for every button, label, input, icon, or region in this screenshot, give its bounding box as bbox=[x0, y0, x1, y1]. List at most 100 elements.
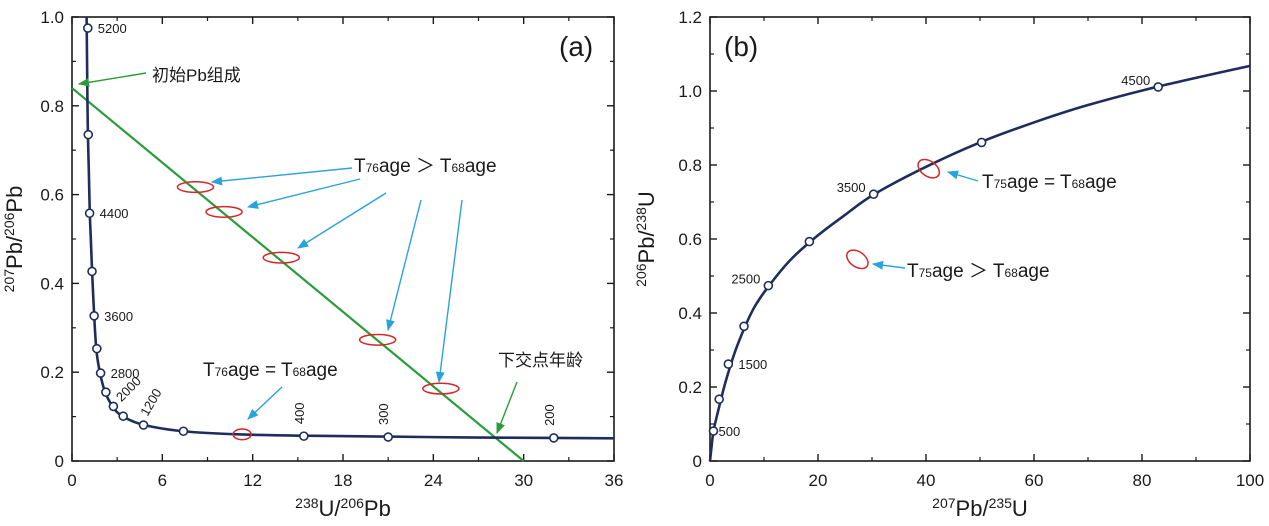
age-point bbox=[89, 311, 99, 321]
age-label: 3600 bbox=[104, 309, 133, 324]
age-label: 400 bbox=[292, 402, 307, 424]
age-label: 2800 bbox=[111, 366, 140, 381]
age-point bbox=[101, 387, 111, 397]
y-tick-label: 1.2 bbox=[678, 8, 702, 27]
age-point bbox=[83, 23, 93, 33]
y-tick-label: 0 bbox=[693, 452, 702, 471]
error-ellipse bbox=[262, 251, 301, 264]
y-axis-title-a: 207Pb/206Pb bbox=[1, 186, 27, 293]
age-point bbox=[299, 431, 309, 441]
x-axis-ticks-b: 0 20 40 60 80 100 bbox=[705, 17, 1264, 490]
panel-label-a: (a) bbox=[559, 31, 593, 62]
age-point bbox=[87, 266, 97, 277]
age-label: 2500 bbox=[731, 272, 760, 287]
age-point bbox=[763, 280, 774, 291]
x-tick-label: 80 bbox=[1133, 471, 1152, 490]
error-ellipses-a bbox=[176, 180, 460, 441]
error-ellipse bbox=[917, 158, 941, 179]
age-label: 200 bbox=[542, 404, 557, 426]
y-tick-label: 0 bbox=[55, 452, 64, 471]
age-point bbox=[138, 420, 149, 430]
arrow-lower-intercept bbox=[496, 381, 518, 435]
age-point bbox=[708, 426, 719, 436]
y-axis-ticks-b: 0 0.2 0.4 0.6 0.8 1.0 1.2 bbox=[678, 8, 1250, 471]
age-point bbox=[83, 129, 94, 140]
error-ellipse bbox=[422, 382, 460, 395]
error-ellipse bbox=[205, 205, 243, 218]
x-tick-label: 0 bbox=[705, 471, 714, 490]
age-label: 1500 bbox=[738, 357, 767, 372]
age-point bbox=[108, 401, 119, 412]
y-tick-label: 0.2 bbox=[678, 378, 702, 397]
age-label: 3500 bbox=[837, 180, 866, 195]
x-tick-label: 18 bbox=[334, 471, 353, 490]
x-tick-label: 40 bbox=[917, 471, 936, 490]
age-label: 5200 bbox=[98, 21, 127, 36]
y-tick-label: 1.0 bbox=[40, 8, 64, 27]
discordia-line bbox=[71, 87, 525, 462]
age-points-b: 500 1500 2500 3500 4500 bbox=[708, 73, 1163, 439]
x-tick-label: 24 bbox=[424, 471, 443, 490]
y-axis-title-b: 206Pb/238U bbox=[633, 191, 659, 287]
x-axis-ticks-a: 0 6 12 18 24 30 36 bbox=[67, 17, 623, 490]
age-label: 300 bbox=[376, 403, 391, 425]
age-point bbox=[118, 411, 128, 421]
y-tick-label: 0.8 bbox=[678, 156, 702, 175]
x-tick-label: 36 bbox=[605, 471, 624, 490]
x-tick-label: 60 bbox=[1025, 471, 1044, 490]
age-point bbox=[178, 426, 189, 437]
arrow-eq-a bbox=[247, 386, 283, 420]
y-tick-label: 0.8 bbox=[40, 97, 64, 116]
arrow-eq-b bbox=[946, 170, 979, 182]
arrow-gt-5 bbox=[435, 199, 463, 384]
annotation-initial-pb: 初始Pb组成 bbox=[152, 66, 241, 85]
x-tick-label: 12 bbox=[243, 471, 262, 490]
arrow-initial-pb bbox=[77, 72, 147, 87]
y-tick-label: 0.6 bbox=[40, 186, 64, 205]
arrow-gt-1 bbox=[210, 167, 353, 186]
age-point bbox=[95, 368, 106, 378]
age-point bbox=[548, 433, 559, 443]
age-label: 4400 bbox=[100, 206, 129, 221]
age-point bbox=[723, 359, 734, 369]
age-label: 1200 bbox=[137, 386, 164, 419]
error-ellipse bbox=[232, 428, 252, 441]
arrow-gt-b bbox=[871, 260, 906, 270]
x-tick-label: 100 bbox=[1236, 471, 1264, 490]
arrow-gt-2 bbox=[246, 178, 361, 209]
annotation-arrows-b bbox=[871, 170, 979, 270]
annotation-arrows-a bbox=[77, 72, 518, 435]
panel-b: 0 20 40 60 80 100 0 0.2 0.4 0.6 0.8 1.0 1.2 500 1500… bbox=[633, 8, 1264, 521]
panel-a: 0 6 12 18 24 30 36 0 0.2 0.4 0.6 0.8 1.0 5200 4400 36… bbox=[1, 8, 623, 521]
age-point bbox=[739, 321, 749, 332]
annotation-lower-intercept: 下交点年龄 bbox=[498, 351, 583, 370]
age-point bbox=[92, 343, 102, 354]
age-point bbox=[976, 137, 987, 148]
age-point bbox=[383, 432, 393, 442]
x-axis-title-b: 207Pb/235U bbox=[932, 495, 1028, 521]
age-point bbox=[1153, 82, 1163, 92]
error-ellipse bbox=[358, 333, 397, 346]
y-tick-label: 0.4 bbox=[678, 304, 702, 323]
annotation-t76-gt: T76age ＞ T68age bbox=[354, 156, 497, 177]
age-point bbox=[714, 394, 724, 405]
annotation-t75-gt: T75age ＞ T68age bbox=[907, 261, 1050, 282]
error-ellipse bbox=[846, 249, 869, 270]
x-axis-title-a: 238U/206Pb bbox=[295, 495, 391, 521]
annotation-t75-eq: T75age = T68age bbox=[982, 172, 1117, 193]
arrow-gt-4 bbox=[386, 199, 422, 332]
age-point bbox=[868, 189, 879, 200]
y-tick-label: 0.4 bbox=[40, 274, 64, 293]
x-tick-label: 6 bbox=[158, 471, 167, 490]
age-label: 500 bbox=[719, 424, 741, 439]
y-tick-label: 0.6 bbox=[678, 230, 702, 249]
arrow-gt-3 bbox=[297, 192, 387, 249]
age-label: 4500 bbox=[1121, 73, 1150, 88]
age-point bbox=[804, 236, 815, 247]
error-ellipse bbox=[176, 180, 215, 194]
y-tick-label: 1.0 bbox=[678, 82, 702, 101]
y-axis-ticks-a: 0 0.2 0.4 0.6 0.8 1.0 bbox=[40, 8, 614, 471]
x-tick-label: 20 bbox=[809, 471, 828, 490]
